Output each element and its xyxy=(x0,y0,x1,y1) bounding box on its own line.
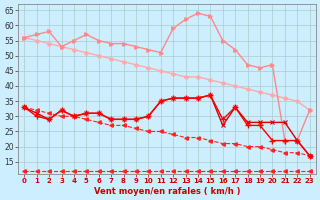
X-axis label: Vent moyen/en rafales ( km/h ): Vent moyen/en rafales ( km/h ) xyxy=(94,187,240,196)
